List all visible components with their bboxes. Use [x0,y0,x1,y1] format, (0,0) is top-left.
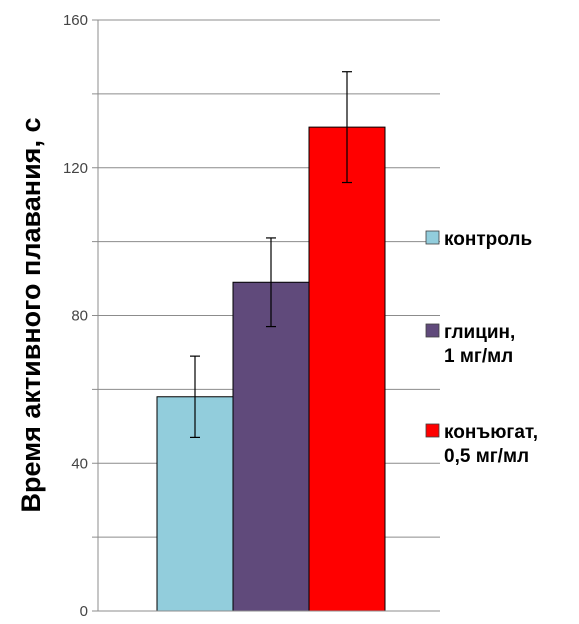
legend-label: глицин, [444,322,515,343]
legend-item: глицин, 1 мг/мл [425,322,515,367]
error-bars [190,71,352,438]
bar [232,281,310,612]
y-axis-title: Время активного плавания, с [16,118,46,513]
axes [92,19,440,612]
legend: контроль глицин, 1 мг/мл конъюгат, 0,5 мг/мл [425,229,538,467]
legend-label: конъюгат, [444,422,538,443]
bars [156,126,386,612]
y-tick-label: 40 [71,455,88,472]
legend-item: контроль [425,229,532,250]
legend-label: 1 мг/мл [444,346,513,367]
y-tick-labels: 0 40 80 120 160 [63,12,88,620]
y-tick-label: 120 [63,160,88,177]
bar [308,126,386,612]
legend-label: 0,5 мг/мл [444,446,529,467]
y-tick-label: 80 [71,308,88,325]
y-tick-label: 160 [63,12,88,29]
legend-swatch [425,423,440,438]
legend-swatch [425,323,440,338]
legend-swatch [425,230,440,245]
legend-item: конъюгат, 0,5 мг/мл [425,422,538,467]
legend-label: контроль [444,229,532,250]
y-tick-label: 0 [80,603,88,619]
